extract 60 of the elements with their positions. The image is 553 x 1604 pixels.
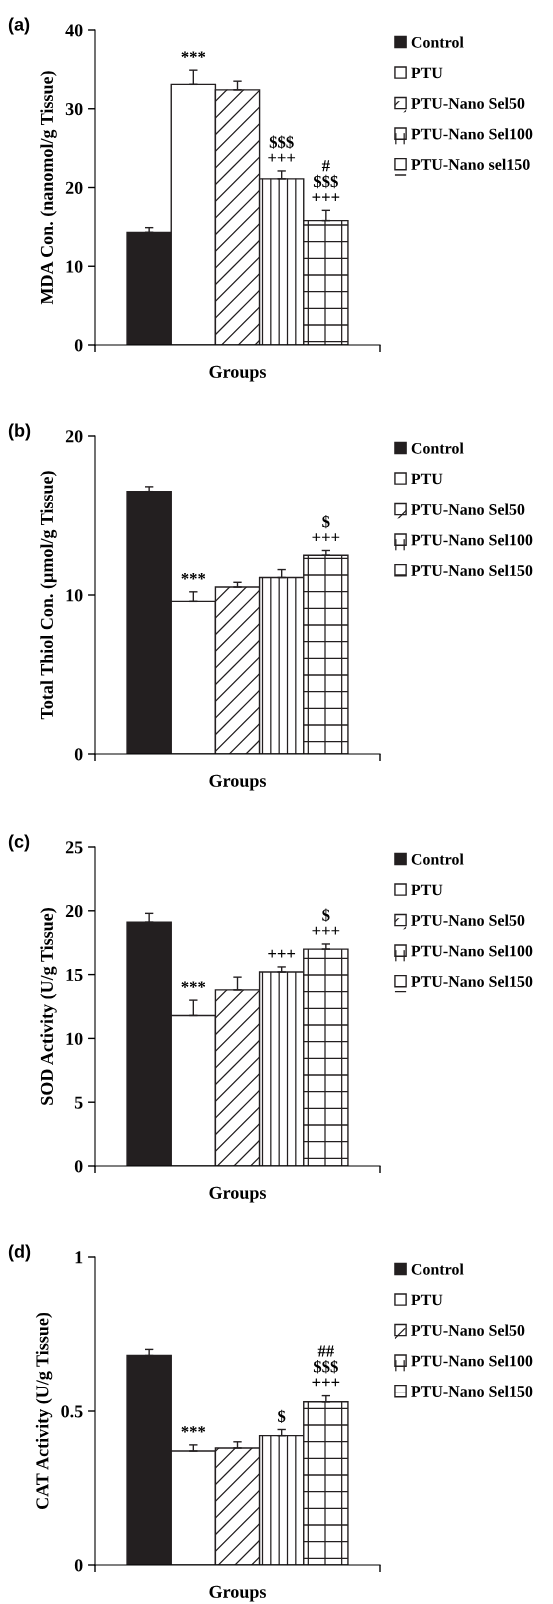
y-tick-label: 10 bbox=[66, 260, 83, 273]
y-tick-label: 20 bbox=[65, 181, 83, 194]
y-axis-title: MDA Con. (nanomol/g Tissue) bbox=[40, 71, 57, 305]
y-tick-label: 40 bbox=[65, 24, 83, 37]
legend-label: PTU-Nano sel150 bbox=[411, 158, 530, 170]
data-label: $$$ +++ bbox=[268, 135, 296, 162]
y-tick-label: 10 bbox=[66, 1032, 83, 1045]
y-tick-label: 1 bbox=[75, 1251, 83, 1264]
data-label: $ +++ bbox=[312, 515, 340, 542]
legend-label: PTU-Nano Sel100 bbox=[411, 128, 533, 140]
legend-label: PTU-Nano Sel150 bbox=[411, 564, 533, 576]
data-label: *** bbox=[181, 51, 206, 58]
legend-label: PTU-Nano Sel50 bbox=[411, 1324, 525, 1336]
legend-label: PTU bbox=[411, 884, 443, 896]
legend-label: PTU-Nano Sel100 bbox=[411, 1355, 533, 1367]
y-axis-title: SOD Activity (U/g Tissue) bbox=[40, 908, 57, 1105]
y-tick-label: 20 bbox=[65, 905, 83, 918]
legend-label: PTU bbox=[411, 473, 443, 485]
data-label: *** bbox=[181, 981, 206, 988]
data-label: *** bbox=[181, 573, 206, 580]
data-label: *** bbox=[181, 1426, 206, 1433]
y-tick-label: 30 bbox=[65, 103, 83, 116]
y-tick-label: 10 bbox=[66, 589, 83, 602]
chart-title: (b) bbox=[8, 423, 31, 441]
data-label: +++ bbox=[268, 949, 296, 958]
x-axis-title: Groups bbox=[209, 1585, 266, 1602]
legend-label: PTU-Nano Sel150 bbox=[411, 1385, 533, 1397]
data-label: ## $$$ +++ bbox=[312, 1345, 340, 1387]
y-tick-label: 0 bbox=[74, 339, 83, 352]
data-label: $ +++ bbox=[312, 908, 340, 935]
y-tick-label: 15 bbox=[66, 968, 83, 982]
data-label: $ bbox=[278, 1409, 286, 1424]
y-tick-label: 0 bbox=[74, 748, 83, 761]
legend-label: PTU-Nano Sel100 bbox=[411, 945, 533, 957]
y-tick-label: 0 bbox=[74, 1160, 83, 1173]
legend-label: Control bbox=[411, 442, 464, 454]
x-axis-title: Groups bbox=[209, 774, 266, 791]
chart-title: (c) bbox=[8, 834, 30, 852]
x-axis-title: Groups bbox=[209, 365, 266, 382]
legend-label: PTU-Nano Sel150 bbox=[411, 975, 533, 987]
legend-label: Control bbox=[411, 853, 464, 865]
y-tick-label: 5 bbox=[74, 1096, 83, 1109]
y-axis-title: CAT Activity (U/g Tissue) bbox=[35, 1312, 53, 1510]
legend-label: PTU bbox=[411, 67, 443, 79]
data-label: # $$$ +++ bbox=[312, 160, 340, 201]
legend-label: PTU-Nano Sel50 bbox=[411, 97, 525, 109]
legend-label: Control bbox=[411, 36, 464, 48]
y-tick-label: 25 bbox=[65, 841, 83, 854]
y-tick-label: 0.5 bbox=[61, 1405, 83, 1418]
y-axis-title: Total Thiol Con. (µmol/g Tissue) bbox=[40, 471, 57, 720]
legend-label: Control bbox=[411, 1263, 464, 1275]
y-tick-label: 0 bbox=[74, 1559, 83, 1572]
legend-label: PTU bbox=[411, 1294, 443, 1306]
legend-label: PTU-Nano Sel50 bbox=[411, 914, 525, 926]
legend-label: PTU-Nano Sel100 bbox=[411, 534, 533, 546]
legend-label: PTU-Nano Sel50 bbox=[411, 503, 525, 515]
chart-title: (d) bbox=[8, 1244, 31, 1262]
y-tick-label: 20 bbox=[65, 430, 83, 443]
chart-title: (a) bbox=[8, 17, 30, 35]
x-axis-title: Groups bbox=[209, 1186, 266, 1203]
